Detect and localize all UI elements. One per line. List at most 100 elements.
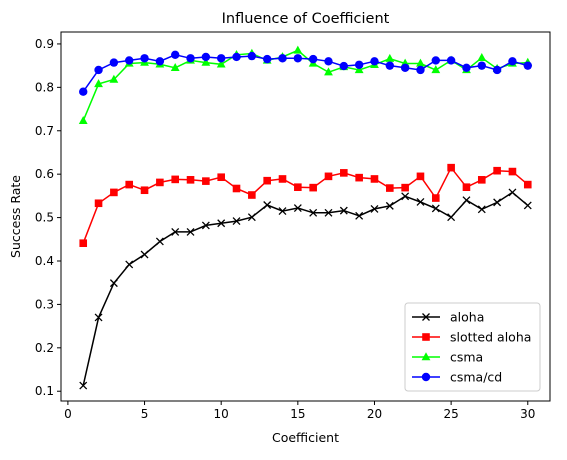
data-point-csma-cd (508, 57, 517, 66)
data-point-aloha (171, 227, 180, 236)
data-point-aloha (109, 279, 118, 288)
data-point-csma-cd (523, 61, 532, 70)
data-point-aloha (232, 217, 241, 226)
data-point-aloha (309, 208, 318, 217)
x-tick-label: 5 (141, 407, 149, 421)
series-slotted-aloha (79, 163, 532, 247)
data-point-csma-cd (370, 57, 379, 66)
data-point-csma (201, 57, 211, 66)
data-point-aloha (462, 196, 471, 205)
data-point-aloha (293, 204, 302, 212)
legend-marker-csma (421, 352, 431, 361)
data-point-slotted-aloha (94, 199, 103, 208)
data-point-slotted-aloha (248, 191, 256, 199)
x-tick-label: 20 (367, 407, 382, 421)
data-point-slotted-aloha (186, 176, 195, 184)
legend-marker-aloha (422, 313, 430, 321)
data-point-aloha (217, 219, 226, 228)
data-point-csma-cd (125, 56, 134, 65)
data-point-csma-cd (247, 51, 257, 61)
data-point-csma (477, 53, 487, 62)
data-point-csma-cd (109, 58, 119, 67)
data-point-aloha (416, 197, 425, 206)
data-point-csma-cd (477, 61, 486, 70)
data-point-slotted-aloha (202, 177, 210, 185)
data-point-csma (354, 65, 364, 74)
data-point-slotted-aloha (523, 180, 532, 189)
data-point-csma-cd (308, 54, 318, 64)
x-tick-label: 10 (214, 407, 229, 421)
data-point-csma (293, 45, 303, 54)
legend-box (404, 302, 541, 392)
data-point-slotted-aloha (416, 172, 425, 181)
data-point-aloha (155, 237, 164, 246)
y-tick-label: 0.9 (35, 37, 54, 51)
data-point-aloha (493, 198, 502, 207)
series-line-csma (82, 49, 528, 122)
y-tick-label: 0.4 (35, 254, 54, 268)
y-tick-label: 0.3 (35, 297, 54, 311)
data-point-slotted-aloha (386, 184, 394, 192)
data-point-slotted-aloha (462, 183, 471, 191)
data-point-slotted-aloha (278, 175, 287, 183)
data-point-csma-cd (232, 52, 241, 62)
data-point-csma-cd (171, 50, 180, 59)
series-line-csma-cd (82, 54, 529, 93)
data-point-csma (94, 79, 103, 88)
data-point-csma-cd (416, 65, 425, 75)
data-point-csma-cd (339, 61, 349, 71)
y-tick-label: 0.5 (35, 211, 54, 225)
data-point-aloha (447, 213, 456, 222)
data-point-csma-cd (324, 57, 333, 66)
legend-marker-csma-cd (421, 372, 431, 382)
data-point-slotted-aloha (79, 239, 88, 247)
data-point-aloha (140, 250, 149, 259)
data-point-slotted-aloha (324, 172, 333, 181)
data-point-aloha (278, 207, 287, 216)
data-point-csma-cd (462, 63, 471, 73)
y-axis: 0.1 0.2 0.3 0.4 0.5 0.6 0.7 0.8 0.9 (35, 37, 61, 398)
data-point-aloha (523, 201, 532, 210)
data-point-csma-cd (431, 56, 440, 65)
data-point-csma-cd (155, 57, 165, 66)
legend-label-csma-cd: csma/cd (450, 370, 502, 385)
plot-area-frame (60, 31, 551, 402)
data-point-csma (216, 59, 226, 68)
data-point-csma-cd (216, 54, 226, 63)
data-point-slotted-aloha (309, 183, 317, 192)
y-tick-label: 0.6 (35, 167, 54, 181)
series-layer (78, 45, 533, 390)
legend-label-aloha: aloha (450, 310, 484, 325)
legend-label-csma: csma (450, 350, 483, 365)
x-tick-label: 30 (520, 407, 535, 421)
data-point-slotted-aloha (370, 175, 379, 183)
data-point-csma-cd (278, 54, 287, 63)
data-point-aloha (401, 192, 410, 201)
data-point-aloha (431, 204, 440, 213)
data-point-slotted-aloha (355, 173, 363, 182)
data-point-csma (170, 63, 180, 72)
data-point-slotted-aloha (263, 176, 271, 185)
y-tick-label: 0.2 (35, 341, 54, 355)
series-aloha (79, 188, 532, 390)
data-point-csma-cd (293, 54, 303, 63)
x-tick-label: 0 (64, 407, 72, 421)
data-point-slotted-aloha (125, 180, 134, 189)
data-point-csma (431, 65, 441, 74)
data-point-slotted-aloha (217, 173, 225, 182)
data-point-aloha (186, 227, 195, 236)
y-tick-label: 0.7 (35, 124, 54, 138)
data-point-csma (78, 115, 88, 124)
data-point-slotted-aloha (447, 163, 455, 172)
data-point-slotted-aloha (508, 167, 517, 176)
data-point-aloha (263, 201, 272, 209)
data-point-slotted-aloha (110, 188, 118, 197)
data-point-csma (109, 74, 119, 83)
data-point-csma-cd (186, 54, 195, 63)
data-point-csma-cd (354, 60, 364, 69)
data-point-aloha (324, 208, 333, 217)
y-tick-label: 0.8 (35, 80, 54, 94)
data-point-csma (416, 58, 425, 67)
